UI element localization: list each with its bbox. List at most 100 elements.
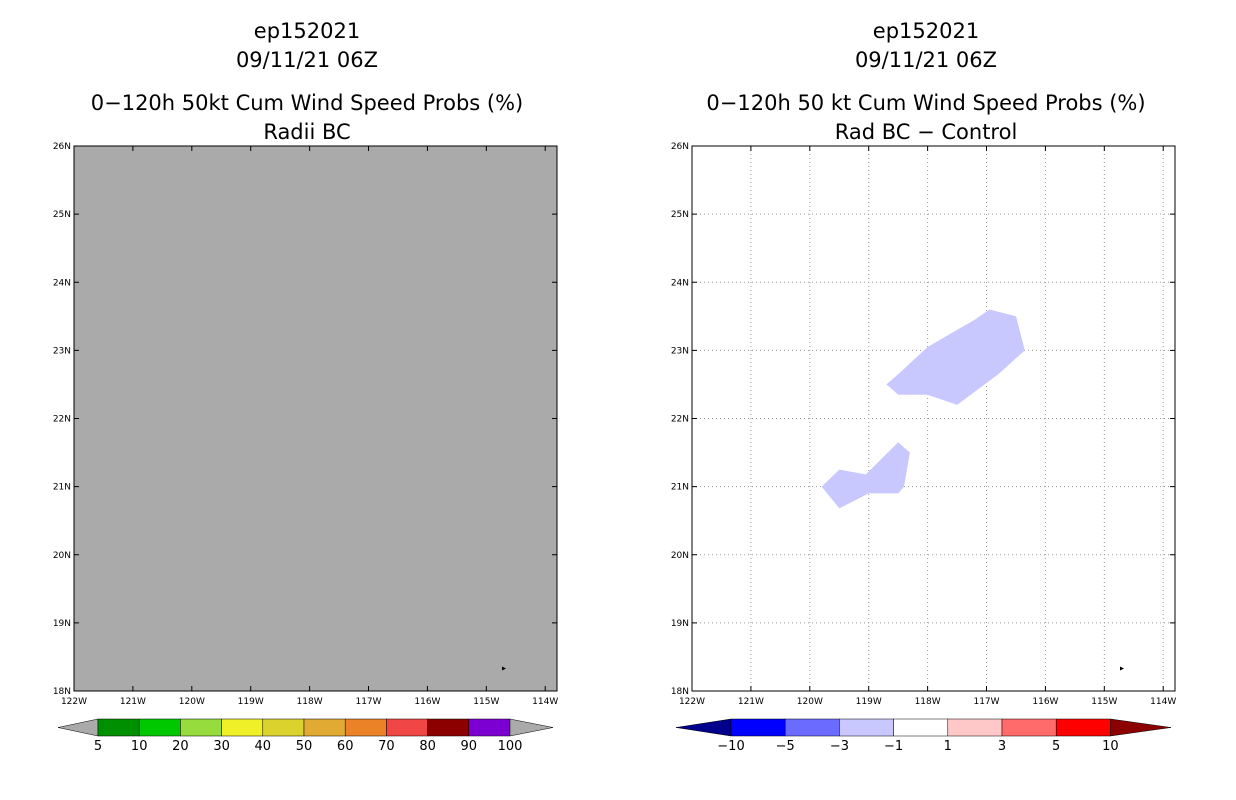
- right-x-tick: 116W: [1032, 697, 1058, 707]
- left-y-tick: 20N: [53, 551, 71, 561]
- left-colorbar-swatch: [97, 718, 140, 737]
- left-colorbar-labels: 5 10 20 30 40 50 60 70 80 90 100: [94, 739, 523, 754]
- left-y-tick: 18N: [53, 687, 71, 697]
- right-colorbar-under-arrow: [675, 718, 732, 737]
- left-colorbar-swatch: [427, 718, 470, 737]
- right-colorbar-label: 10: [1102, 739, 1119, 754]
- left-y-tick: 19N: [53, 619, 71, 629]
- right-x-tick: 122W: [679, 697, 705, 707]
- left-colorbar-label: 40: [255, 739, 272, 754]
- right-gridlines: [692, 146, 1175, 691]
- right-colorbar-label: −1: [884, 739, 903, 754]
- left-x-tick: 122W: [61, 697, 87, 707]
- left-y-tick: 22N: [53, 415, 71, 425]
- right-y-tick: 18N: [671, 687, 689, 697]
- right-colorbar-swatch: [947, 718, 1003, 737]
- right-x-tick: 118W: [915, 697, 941, 707]
- left-colorbar-label: 60: [337, 739, 354, 754]
- right-colorbar-label: 1: [944, 739, 952, 754]
- left-colorbar-label: 10: [131, 739, 148, 754]
- left-y-tick: 21N: [53, 483, 71, 493]
- right-colorbar-swatch: [730, 718, 786, 737]
- left-colorbar-label: 20: [172, 739, 189, 754]
- left-storm-marker: [501, 666, 506, 671]
- left-colorbar-label: 100: [498, 739, 523, 754]
- right-y-tick: 21N: [671, 483, 689, 493]
- right-y-tick: 22N: [671, 415, 689, 425]
- right-colorbar-label: −3: [830, 739, 849, 754]
- left-colorbar-label: 30: [213, 739, 230, 754]
- right-difference-regions: [821, 309, 1025, 509]
- right-y-tick: 24N: [671, 278, 689, 288]
- right-colorbar-label: 3: [998, 739, 1006, 754]
- left-x-tick: 120W: [179, 697, 205, 707]
- left-colorbar-over-arrow: [509, 718, 554, 737]
- right-colorbar-swatch: [1055, 718, 1111, 737]
- right-panel: ep152021 09/11/21 06Z 0−120h 50 kt Cum W…: [671, 19, 1177, 754]
- left-colorbar-swatch: [221, 718, 264, 737]
- left-y-tick: 24N: [53, 278, 71, 288]
- left-y-axis: 18N 19N 20N 21N 22N 23N 24N 25N 26N: [53, 142, 71, 697]
- right-y-tick: 25N: [671, 210, 689, 220]
- right-plot-frame: [691, 145, 1176, 692]
- right-colorbar-label: −10: [717, 739, 744, 754]
- right-y-tick: 23N: [671, 346, 689, 356]
- left-title-product: 0−120h 50kt Cum Wind Speed Probs (%): [91, 91, 523, 115]
- left-colorbar-label: 80: [419, 739, 436, 754]
- left-colorbar: [57, 718, 554, 737]
- left-x-tick: 116W: [414, 697, 440, 707]
- left-colorbar-swatch: [303, 718, 346, 737]
- left-x-tick: 121W: [120, 697, 146, 707]
- right-x-tick: 114W: [1150, 697, 1176, 707]
- right-y-axis: 18N 19N 20N 21N 22N 23N 24N 25N 26N: [671, 142, 689, 697]
- left-x-tick: 114W: [532, 697, 558, 707]
- right-storm-marker: [1119, 666, 1124, 671]
- right-difference-region: [821, 442, 910, 509]
- left-x-tick: 119W: [238, 697, 264, 707]
- right-title-product: 0−120h 50 kt Cum Wind Speed Probs (%): [706, 91, 1145, 115]
- left-title-datetime: 09/11/21 06Z: [236, 48, 378, 72]
- right-colorbar-swatch: [839, 718, 894, 737]
- left-y-tick: 26N: [53, 142, 71, 152]
- left-plot-frame: [73, 145, 558, 692]
- right-title-subtitle: Rad BC − Control: [835, 120, 1018, 144]
- left-x-tick: 118W: [297, 697, 323, 707]
- left-y-tick: 23N: [53, 346, 71, 356]
- left-colorbar-under-arrow: [57, 718, 99, 737]
- left-x-tick: 115W: [473, 697, 499, 707]
- right-x-tick: 120W: [797, 697, 823, 707]
- left-colorbar-swatch: [386, 718, 428, 737]
- right-x-tick: 121W: [738, 697, 764, 707]
- left-colorbar-swatch: [344, 718, 387, 737]
- right-colorbar-swatch: [1001, 718, 1057, 737]
- left-plot-overlay: [73, 145, 557, 692]
- left-colorbar-swatch: [180, 718, 222, 737]
- right-title-datetime: 09/11/21 06Z: [855, 48, 997, 72]
- left-y-tick: 25N: [53, 210, 71, 220]
- left-plot-area: [74, 146, 557, 691]
- right-y-tick: 26N: [671, 142, 689, 152]
- left-colorbar-label: 70: [378, 739, 395, 754]
- right-colorbar-swatch: [784, 718, 840, 737]
- right-x-tick: 119W: [856, 697, 882, 707]
- right-colorbar-swatch: [893, 718, 949, 737]
- right-difference-region: [886, 309, 1025, 405]
- left-title-subtitle: Radii BC: [263, 120, 350, 144]
- right-title-storm-id: ep152021: [873, 19, 979, 43]
- right-x-axis: 122W 121W 120W 119W 118W 117W 116W 115W …: [679, 697, 1176, 707]
- left-x-axis: 122W 121W 120W 119W 118W 117W 116W 115W …: [61, 697, 558, 707]
- left-x-tick: 117W: [355, 697, 381, 707]
- right-colorbar-label: −5: [776, 739, 795, 754]
- right-y-tick: 20N: [671, 551, 689, 561]
- left-colorbar-label: 5: [94, 739, 102, 754]
- right-colorbar-labels: −10 −5 −3 −1 1 3 5 10: [717, 739, 1118, 754]
- left-colorbar-label: 50: [296, 739, 313, 754]
- left-colorbar-swatch: [468, 718, 511, 737]
- left-title-storm-id: ep152021: [254, 19, 360, 43]
- left-panel: ep152021 09/11/21 06Z 0−120h 50kt Cum Wi…: [53, 19, 559, 754]
- left-colorbar-swatch: [138, 718, 181, 737]
- right-x-tick: 115W: [1091, 697, 1117, 707]
- left-colorbar-swatch: [262, 718, 305, 737]
- right-colorbar-label: 5: [1052, 739, 1060, 754]
- right-colorbar: [675, 718, 1172, 737]
